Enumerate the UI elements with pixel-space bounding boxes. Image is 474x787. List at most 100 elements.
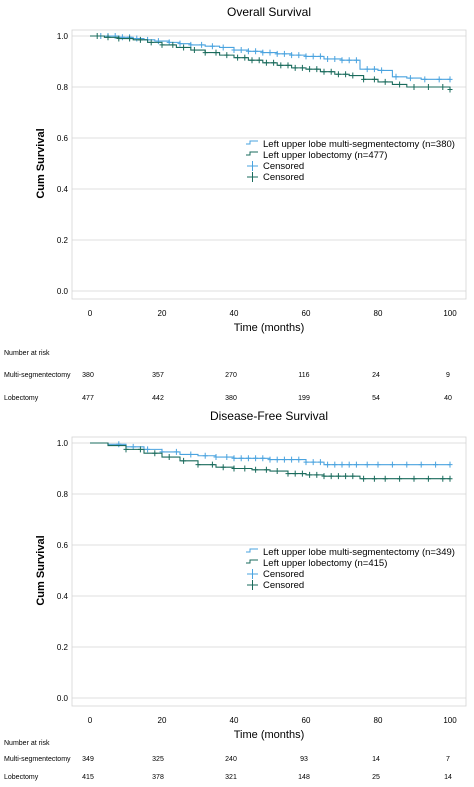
censor-mark [397,81,403,88]
censor-mark [289,52,295,59]
censor-mark [296,456,302,463]
censor-mark [404,461,410,468]
x-tick-label: 40 [230,309,239,318]
censor-mark [285,62,291,69]
censor-mark [145,446,151,453]
censor-mark [213,49,219,56]
censor-mark [188,451,194,458]
x-tick-label: 80 [374,716,383,725]
censor-mark [343,71,349,78]
chart-panel-1: Overall Survival 0.0 0.2 0.4 0.6 0.8 1.0 Cum Su… [4,5,467,402]
censor-mark [371,76,377,83]
x-tick-label: 0 [88,309,93,318]
censor-mark [379,67,385,74]
censor-mark [213,454,219,461]
censor-mark [422,76,428,83]
censor-mark [303,53,309,60]
y-tick-label: 1.0 [57,32,69,41]
risk-value: 25 [372,774,380,781]
risk-value: 148 [298,774,310,781]
risk-value: 442 [152,395,164,402]
y-axis-label: Cum Survival [35,128,47,198]
x-tick-label: 60 [302,309,311,318]
censor-mark [328,68,334,75]
censor-mark [202,49,208,56]
legend-swatch-censor [247,569,258,579]
censor-mark [343,473,349,480]
censor-mark [166,454,172,461]
censor-mark [148,39,154,46]
censor-mark [321,68,327,75]
legend-swatch-censor [247,161,258,171]
censor-mark [235,54,241,61]
chart-title: Disease-Free Survival [210,409,328,423]
censor-mark [389,461,395,468]
x-tick-label: 40 [230,716,239,725]
risk-value: 380 [225,395,237,402]
censor-mark [335,71,341,78]
censor-mark [447,475,453,482]
legend-swatch-line [246,151,258,156]
censor-mark [191,47,197,54]
censor-mark [260,49,266,56]
censor-mark [137,446,143,453]
legend-entry: Censored [263,569,304,580]
series-line-2 [90,35,451,90]
risk-value: 380 [82,372,94,379]
y-tick-label: 0.4 [57,185,69,194]
x-tick-label: 80 [374,309,383,318]
x-tick-label: 0 [88,716,93,725]
risk-value: 415 [82,774,94,781]
censor-mark [285,470,291,477]
y-axis-label: Cum Survival [35,535,47,605]
censor-mark [231,47,237,54]
censor-mark [411,84,417,90]
legend-entry: Censored [263,161,304,172]
censor-mark [202,452,208,459]
censor-mark [238,455,244,462]
risk-row-label: Lobectomy [4,774,39,781]
censor-mark [310,53,316,60]
risk-row-label: Multi-segmentectomy [4,756,71,763]
censor-mark [281,50,287,57]
risk-table-header: Number at risk [4,350,50,357]
risk-value: 199 [298,395,310,402]
censor-mark [447,86,453,93]
censor-mark [112,33,118,39]
censor-mark [260,455,266,462]
risk-value: 54 [372,395,380,402]
censor-mark [274,468,280,475]
censor-mark [303,459,309,466]
risk-value: 325 [152,756,164,763]
censor-mark [263,466,269,473]
censor-mark [152,450,158,457]
risk-value: 270 [225,372,237,379]
censor-mark [274,456,280,463]
censor-mark [314,471,320,478]
censor-mark [181,44,187,51]
censor-mark [353,461,359,468]
censor-mark [346,57,352,64]
plot-frame [71,436,467,707]
censor-mark [271,59,277,66]
censor-mark [397,475,403,482]
censor-mark [364,66,370,73]
censor-mark [375,461,381,468]
censor-mark [245,48,251,55]
x-axis-label: Time (months) [234,729,305,741]
censor-mark [263,59,269,66]
censor-mark [116,35,122,42]
censor-mark [242,54,248,61]
censor-mark [371,66,377,73]
censor-mark [253,48,259,55]
y-tick-label: 0.8 [57,490,69,499]
censor-mark [195,461,201,468]
legend-swatch-censor [247,172,258,182]
series-line-1 [90,35,450,80]
censor-mark [231,465,237,472]
legend-swatch-censor [247,580,258,590]
censor-mark [181,457,187,464]
risk-row-label: Multi-segmentectomy [4,372,71,379]
censor-mark [249,57,255,64]
